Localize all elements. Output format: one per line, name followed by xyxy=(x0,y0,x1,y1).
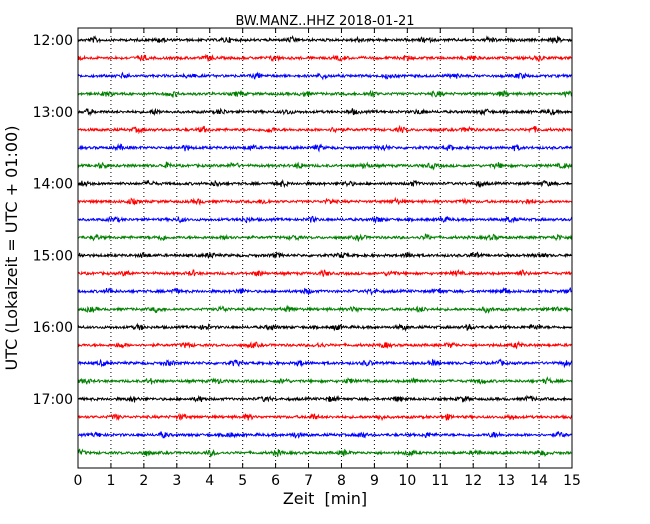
x-tick-label: 0 xyxy=(74,473,83,489)
trace-line xyxy=(77,430,573,439)
trace-line xyxy=(77,340,573,350)
chart-title: BW.MANZ..HHZ 2018-01-21 xyxy=(235,14,414,29)
trace-line xyxy=(77,89,573,99)
trace-line xyxy=(77,358,573,369)
trace-line xyxy=(77,124,573,135)
plot-frame xyxy=(77,27,573,469)
trace-line xyxy=(77,233,573,243)
x-tick-label: 3 xyxy=(172,473,181,489)
trace-line xyxy=(77,448,573,458)
y-tick-label: 13:00 xyxy=(33,105,73,121)
trace-line xyxy=(77,322,573,332)
trace-layer xyxy=(77,34,573,458)
trace-line xyxy=(77,286,573,296)
x-tick-label: 11 xyxy=(431,473,449,489)
trace-line xyxy=(77,196,573,206)
x-tick-label: 13 xyxy=(497,473,515,489)
trace-line xyxy=(77,412,573,422)
y-tick-label: 16:00 xyxy=(33,320,73,336)
x-axis-label: Zeit [min] xyxy=(283,489,367,508)
trace-line xyxy=(77,178,573,189)
trace-line xyxy=(77,71,573,81)
trace-line xyxy=(77,107,573,117)
trace-line xyxy=(77,142,573,153)
x-axis: 0 1 2 3 4 5 6 7 8 9 10 11 12 13 14 15 xyxy=(74,28,581,489)
y-axis: 12:00 13:00 14:00 15:00 16:00 17:00 xyxy=(33,33,572,408)
x-tick-label: 12 xyxy=(464,473,482,489)
y-tick-label: 14:00 xyxy=(33,177,73,193)
y-tick-label: 17:00 xyxy=(33,392,73,408)
trace-line xyxy=(77,161,573,171)
x-tick-label: 5 xyxy=(238,473,247,489)
x-tick-label: 2 xyxy=(139,473,148,489)
x-tick-label: 4 xyxy=(205,473,214,489)
x-tick-label: 9 xyxy=(370,473,379,489)
trace-line xyxy=(77,251,573,259)
grid-lines xyxy=(110,28,540,468)
x-tick-label: 7 xyxy=(304,473,313,489)
x-tick-label: 10 xyxy=(398,473,416,489)
x-tick-label: 15 xyxy=(563,473,581,489)
y-tick-label: 12:00 xyxy=(33,33,73,49)
trace-line xyxy=(77,53,573,63)
x-tick-label: 1 xyxy=(106,473,115,489)
x-tick-label: 6 xyxy=(271,473,280,489)
trace-line xyxy=(77,304,573,314)
trace-line xyxy=(77,34,573,45)
x-tick-label: 8 xyxy=(337,473,346,489)
trace-line xyxy=(77,269,573,278)
trace-line xyxy=(77,215,573,224)
x-tick-label: 14 xyxy=(530,473,548,489)
y-axis-label: UTC (Lokalzeit = UTC + 01:00) xyxy=(2,126,21,371)
trace-line xyxy=(77,376,573,385)
trace-line xyxy=(77,394,573,403)
y-tick-label: 15:00 xyxy=(33,248,73,264)
